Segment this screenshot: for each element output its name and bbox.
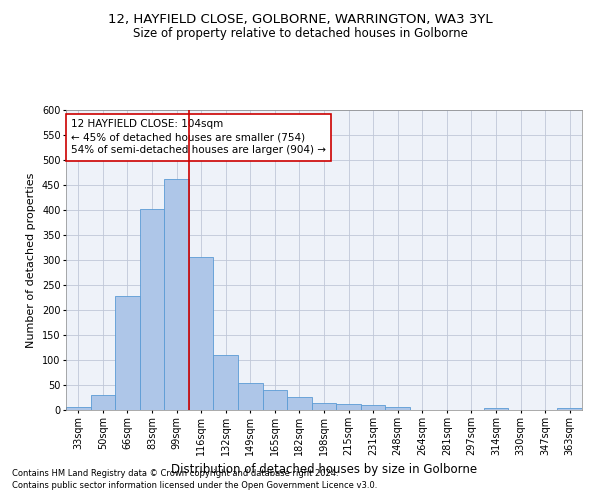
- Bar: [263, 390, 287, 410]
- X-axis label: Distribution of detached houses by size in Golborne: Distribution of detached houses by size …: [171, 464, 477, 476]
- Bar: [557, 408, 582, 410]
- Bar: [385, 406, 410, 410]
- Bar: [312, 402, 336, 410]
- Bar: [214, 355, 238, 410]
- Text: 12, HAYFIELD CLOSE, GOLBORNE, WARRINGTON, WA3 3YL: 12, HAYFIELD CLOSE, GOLBORNE, WARRINGTON…: [107, 12, 493, 26]
- Bar: [484, 408, 508, 410]
- Bar: [361, 405, 385, 410]
- Y-axis label: Number of detached properties: Number of detached properties: [26, 172, 36, 348]
- Text: Size of property relative to detached houses in Golborne: Size of property relative to detached ho…: [133, 28, 467, 40]
- Bar: [164, 178, 189, 410]
- Bar: [140, 209, 164, 410]
- Text: 12 HAYFIELD CLOSE: 104sqm
← 45% of detached houses are smaller (754)
54% of semi: 12 HAYFIELD CLOSE: 104sqm ← 45% of detac…: [71, 119, 326, 156]
- Bar: [115, 296, 140, 410]
- Bar: [91, 395, 115, 410]
- Bar: [336, 404, 361, 410]
- Text: Contains HM Land Registry data © Crown copyright and database right 2024.: Contains HM Land Registry data © Crown c…: [12, 468, 338, 477]
- Bar: [66, 406, 91, 410]
- Text: Contains public sector information licensed under the Open Government Licence v3: Contains public sector information licen…: [12, 481, 377, 490]
- Bar: [287, 396, 312, 410]
- Bar: [189, 256, 214, 410]
- Bar: [238, 383, 263, 410]
